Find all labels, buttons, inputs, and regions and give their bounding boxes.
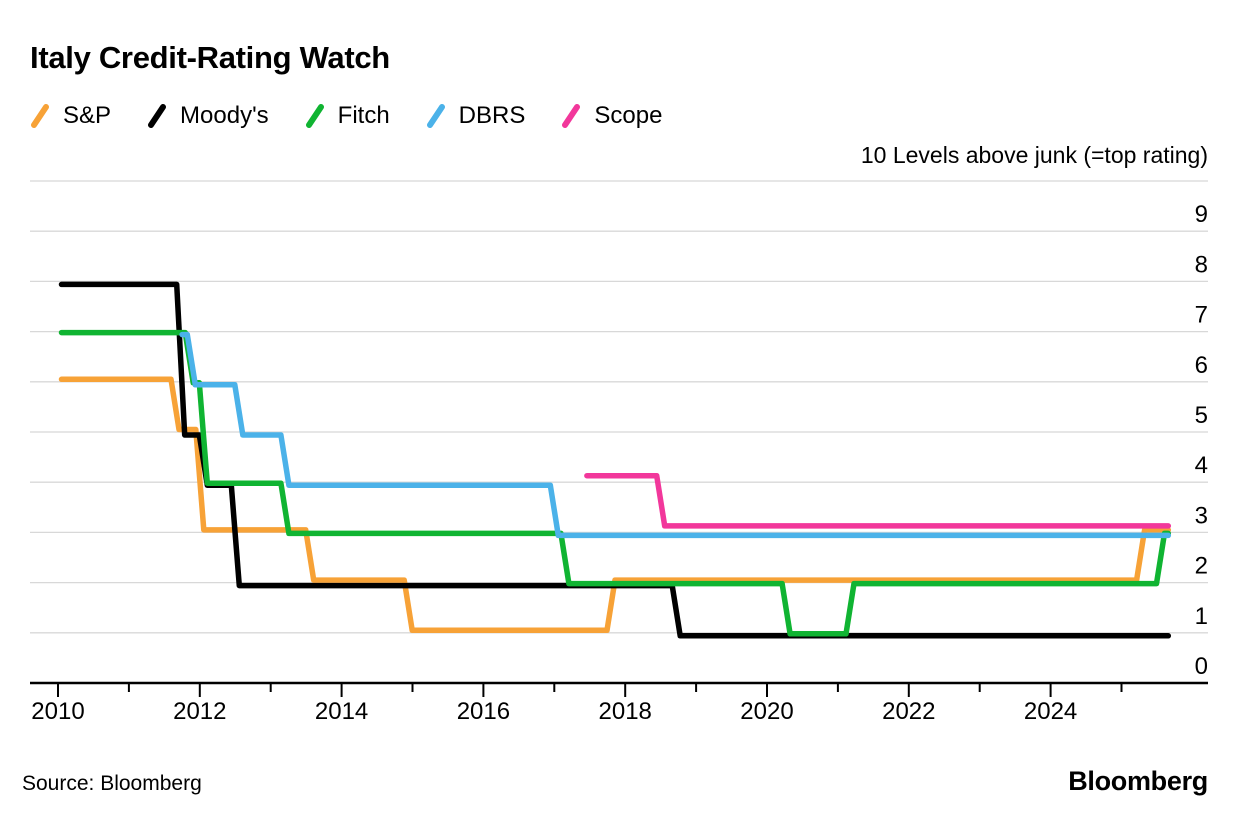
legend-item-moodys: Moody's: [147, 103, 269, 129]
x-tick-label-2016: 2016: [457, 698, 510, 725]
legend-label: Moody's: [180, 102, 269, 129]
y-tick-label-3: 3: [1195, 502, 1208, 529]
scope-swatch-icon: [562, 104, 581, 128]
y-tick-label-6: 6: [1195, 352, 1208, 379]
x-tick-label-2020: 2020: [740, 698, 793, 725]
legend-label: Fitch: [337, 102, 390, 129]
x-tick-label-2022: 2022: [882, 698, 935, 725]
legend-label: Scope: [594, 102, 663, 129]
y-tick-label-7: 7: [1195, 302, 1208, 329]
dbrs-swatch-icon: [426, 104, 445, 128]
legend-item-scope: Scope: [561, 103, 662, 129]
x-tick-label-2010: 2010: [31, 698, 84, 725]
legend-item-dbrs: DBRS: [426, 102, 526, 129]
y-tick-label-5: 5: [1195, 402, 1208, 429]
legend-item-fitch: Fitch: [305, 103, 390, 129]
x-tick-label-2012: 2012: [173, 698, 226, 725]
y-tick-label-0: 0: [1195, 653, 1208, 680]
series-path-scope: [584, 472, 1172, 529]
series-path-sp: [58, 376, 1172, 634]
chart-title: Italy Credit-Rating Watch: [30, 40, 390, 75]
legend-label: DBRS: [458, 102, 526, 129]
legend-label: S&P: [63, 102, 112, 129]
y-tick-label-2: 2: [1195, 553, 1208, 580]
x-tick-label-2018: 2018: [599, 698, 652, 725]
legend: S&P Moody's Fitch DBRS Scope: [30, 103, 662, 129]
y-tick-label-9: 9: [1195, 201, 1208, 228]
y-tick-label-4: 4: [1195, 452, 1208, 479]
y-axis-note: 10 Levels above junk (=top rating): [860, 142, 1208, 168]
x-tick-label-2014: 2014: [315, 698, 368, 725]
series-path-dbrs: [179, 331, 1172, 539]
bloomberg-logo: Bloomberg: [1068, 766, 1208, 796]
x-tick-label-2024: 2024: [1024, 698, 1077, 725]
y-tick-label-1: 1: [1195, 603, 1208, 630]
moodys-swatch-icon: [148, 104, 167, 128]
fitch-swatch-icon: [305, 104, 324, 128]
sp-swatch-icon: [31, 104, 49, 128]
source-caption: Source: Bloomberg: [22, 772, 202, 795]
y-tick-label-8: 8: [1195, 251, 1208, 278]
legend-item-sp: S&P: [30, 103, 111, 129]
